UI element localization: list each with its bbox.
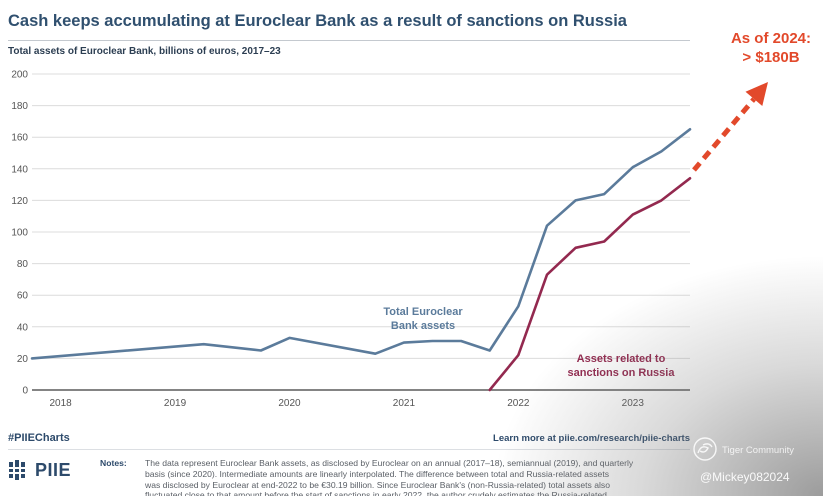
projection-arrow-head (745, 82, 768, 106)
x-tick-label: 2022 (507, 398, 530, 409)
footer-divider (8, 449, 690, 450)
series-label-russia-line-2: sanctions on Russia (568, 367, 676, 379)
y-tick-label: 200 (11, 70, 28, 81)
annotation: As of 2024: > $180B (731, 30, 811, 66)
x-tick-label: 2018 (49, 398, 72, 409)
series-label-russia-line-1: Assets related to (577, 353, 666, 365)
series-label-russia: Assets related to sanctions on Russia (568, 353, 676, 379)
notes-label: Notes: (100, 458, 127, 468)
notes-text-line: The data represent Euroclear Bank assets… (145, 458, 634, 468)
gridlines (32, 73, 690, 359)
piie-logo: PIIE (8, 458, 71, 482)
x-tick-label: 2020 (278, 398, 301, 409)
footer-learn-more: Learn more at piie.com/research/piie-cha… (493, 433, 690, 444)
annotation-line-2: > $180B (742, 49, 799, 66)
projection-arrow (692, 82, 768, 172)
annotation-line-1: As of 2024: (731, 30, 811, 47)
notes-text-line: basis (since 2020). Intermediate amounts… (145, 469, 610, 479)
footer-hashtag: #PIIECharts (8, 432, 70, 444)
y-tick-label: 120 (11, 196, 28, 207)
series-label-total-line-2: Bank assets (391, 320, 455, 332)
y-tick-label: 160 (11, 133, 28, 144)
y-tick-label: 60 (17, 291, 29, 302)
y-tick-label: 20 (17, 354, 29, 365)
x-tick-label: 2023 (622, 398, 645, 409)
piie-logo-icon (8, 460, 27, 480)
y-tick-label: 140 (11, 164, 28, 175)
y-tick-label: 80 (17, 259, 29, 270)
notes-text-line: fluctuated close to that amount before t… (145, 490, 607, 496)
projection-arrow-shaft (692, 97, 756, 172)
y-tick-label: 40 (17, 322, 29, 333)
series-label-total-line-1: Total Euroclear (383, 306, 463, 318)
x-tick-label: 2019 (164, 398, 187, 409)
y-tick-label: 180 (11, 101, 28, 112)
y-tick-label: 100 (11, 228, 28, 239)
piie-logo-text: PIIE (35, 459, 72, 480)
y-tick-label: 0 (22, 386, 28, 397)
x-tick-label: 2021 (393, 398, 416, 409)
series-label-total: Total Euroclear Bank assets (383, 306, 463, 332)
